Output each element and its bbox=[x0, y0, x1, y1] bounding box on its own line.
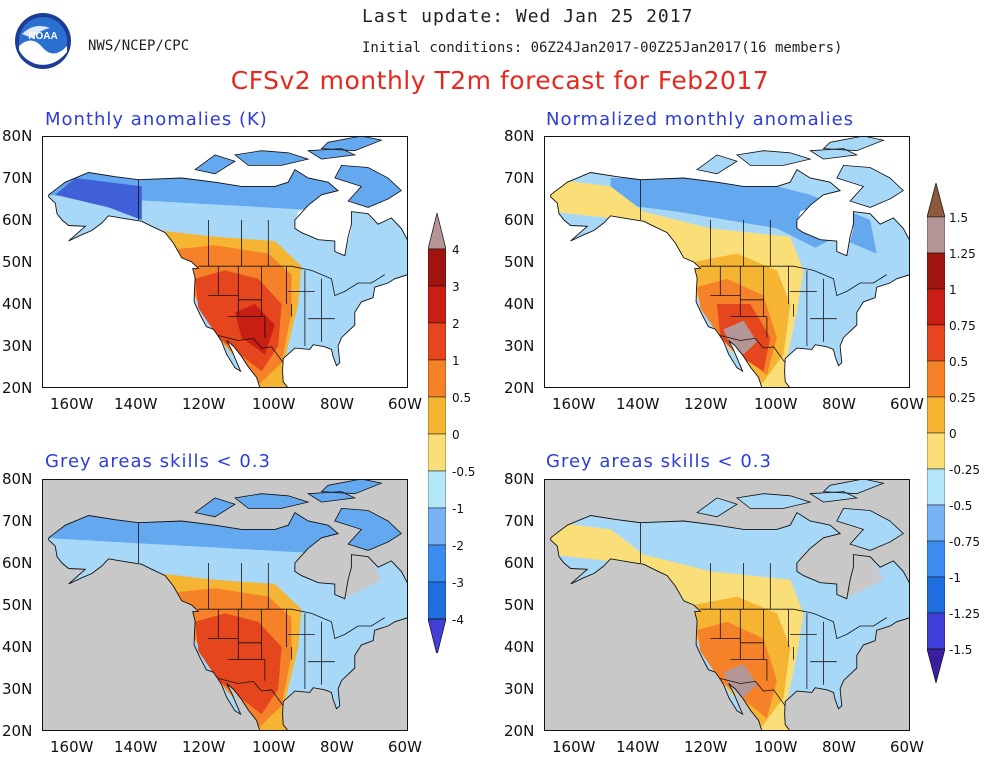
lon-tick-label: 160W bbox=[552, 738, 596, 756]
lat-tick-label: 50N bbox=[2, 253, 33, 271]
page-title: CFSv2 monthly T2m forecast for Feb2017 bbox=[230, 66, 770, 95]
lat-tick-label: 70N bbox=[504, 169, 535, 187]
lon-tick-label: 120W bbox=[182, 738, 226, 756]
lat-tick-label: 50N bbox=[504, 253, 535, 271]
lat-tick-label: 40N bbox=[504, 295, 535, 313]
colorbar-anomaly-label: 0.5 bbox=[452, 391, 472, 405]
colorbar-normalized-label: 0.5 bbox=[949, 355, 969, 369]
lat-tick-label: 50N bbox=[504, 596, 535, 614]
lat-tick-label: 40N bbox=[2, 295, 33, 313]
lat-tick-label: 80N bbox=[504, 470, 535, 488]
lon-tick-label: 160W bbox=[50, 738, 94, 756]
lat-tick-label: 50N bbox=[2, 596, 33, 614]
lon-tick-label: 80W bbox=[822, 738, 856, 756]
lon-tick-label: 80W bbox=[320, 395, 354, 413]
lat-tick-label: 80N bbox=[2, 127, 33, 145]
colorbar-normalized-label: 0 bbox=[949, 427, 957, 441]
lat-tick-label: 20N bbox=[2, 722, 33, 740]
lat-tick-label: 40N bbox=[2, 638, 33, 656]
lon-tick-label: 120W bbox=[684, 738, 728, 756]
lon-tick-label: 60W bbox=[388, 395, 422, 413]
noaa-logo: NOAA bbox=[14, 12, 72, 70]
logo-text: NOAA bbox=[28, 31, 58, 42]
lat-tick-label: 60N bbox=[2, 211, 33, 229]
colorbar-normalized-label: -0.5 bbox=[949, 499, 973, 513]
lat-tick-label: 80N bbox=[504, 127, 535, 145]
colorbar-normalized-label: 1.25 bbox=[949, 247, 976, 261]
lon-tick-label: 140W bbox=[114, 395, 158, 413]
lon-tick-label: 140W bbox=[114, 738, 158, 756]
colorbar-normalized-label: -0.75 bbox=[949, 535, 981, 549]
panel-title-monthly-anomalies: Monthly anomalies (K) bbox=[45, 109, 268, 130]
lat-tick-label: 40N bbox=[504, 638, 535, 656]
lon-tick-label: 120W bbox=[182, 395, 226, 413]
lat-tick-label: 20N bbox=[504, 379, 535, 397]
colorbar-anomaly-label: 0 bbox=[452, 428, 460, 442]
panel-title-normalized-anomalies: Normalized monthly anomalies bbox=[546, 109, 855, 130]
colorbar-anomaly-label: -4 bbox=[452, 613, 464, 627]
lat-tick-label: 30N bbox=[2, 680, 33, 698]
lon-tick-label: 100W bbox=[252, 738, 296, 756]
map-skill-masked-normalized bbox=[544, 479, 910, 731]
lat-tick-label: 70N bbox=[504, 512, 535, 530]
lat-tick-label: 30N bbox=[2, 337, 33, 355]
lon-tick-label: 140W bbox=[616, 738, 660, 756]
colorbar-normalized-label: 1.5 bbox=[949, 211, 969, 225]
colorbar-anomaly-label: 3 bbox=[452, 280, 460, 294]
lat-tick-label: 70N bbox=[2, 169, 33, 187]
colorbar-anomaly-label: -1 bbox=[452, 502, 464, 516]
colorbar-anomaly-label: -0.5 bbox=[452, 465, 476, 479]
colorbar-normalized-label: 0.75 bbox=[949, 319, 976, 333]
lat-tick-label: 30N bbox=[504, 337, 535, 355]
colorbar-normalized-label: 1 bbox=[949, 283, 957, 297]
panel-title-skill-masked-normalized: Grey areas skills < 0.3 bbox=[546, 451, 772, 472]
map-skill-masked-anomalies bbox=[42, 479, 408, 731]
lat-tick-label: 60N bbox=[504, 211, 535, 229]
lat-tick-label: 20N bbox=[504, 722, 535, 740]
colorbar-normalized-label: -1.25 bbox=[949, 607, 981, 621]
colorbar-anomalies bbox=[428, 213, 446, 653]
last-update: Last update: Wed Jan 25 2017 bbox=[362, 6, 694, 27]
colorbar-normalized-label: -1 bbox=[949, 571, 961, 585]
lat-tick-label: 20N bbox=[2, 379, 33, 397]
lon-tick-label: 100W bbox=[252, 395, 296, 413]
colorbar-normalized-label: -0.25 bbox=[949, 463, 981, 477]
noaa-logo-icon bbox=[15, 13, 71, 69]
colorbar-anomaly-label: -3 bbox=[452, 576, 464, 590]
lon-tick-label: 60W bbox=[890, 395, 924, 413]
lat-tick-label: 60N bbox=[2, 554, 33, 572]
lon-tick-label: 80W bbox=[320, 738, 354, 756]
lat-tick-label: 70N bbox=[2, 512, 33, 530]
colorbar-normalized bbox=[927, 183, 945, 683]
lon-tick-label: 60W bbox=[388, 738, 422, 756]
lon-tick-label: 120W bbox=[684, 395, 728, 413]
lon-tick-label: 80W bbox=[822, 395, 856, 413]
initial-conditions: Initial conditions: 06Z24Jan2017-00Z25Ja… bbox=[362, 40, 843, 56]
lon-tick-label: 100W bbox=[754, 738, 798, 756]
colorbar-normalized-label: -1.5 bbox=[949, 643, 973, 657]
lat-tick-label: 80N bbox=[2, 470, 33, 488]
agency-label: NWS/NCEP/CPC bbox=[88, 38, 190, 54]
panel-title-skill-masked-anomalies: Grey areas skills < 0.3 bbox=[45, 451, 271, 472]
lon-tick-label: 140W bbox=[616, 395, 660, 413]
map-monthly-anomalies bbox=[42, 136, 408, 388]
colorbar-anomaly-label: 4 bbox=[452, 243, 460, 257]
colorbar-anomaly-label: 2 bbox=[452, 317, 460, 331]
lat-tick-label: 30N bbox=[504, 680, 535, 698]
map-normalized-anomalies bbox=[544, 136, 910, 388]
lon-tick-label: 60W bbox=[890, 738, 924, 756]
lon-tick-label: 160W bbox=[50, 395, 94, 413]
lat-tick-label: 60N bbox=[504, 554, 535, 572]
colorbar-anomaly-label: 1 bbox=[452, 354, 460, 368]
colorbar-anomaly-label: -2 bbox=[452, 539, 464, 553]
colorbar-normalized-label: 0.25 bbox=[949, 391, 976, 405]
lon-tick-label: 160W bbox=[552, 395, 596, 413]
lon-tick-label: 100W bbox=[754, 395, 798, 413]
